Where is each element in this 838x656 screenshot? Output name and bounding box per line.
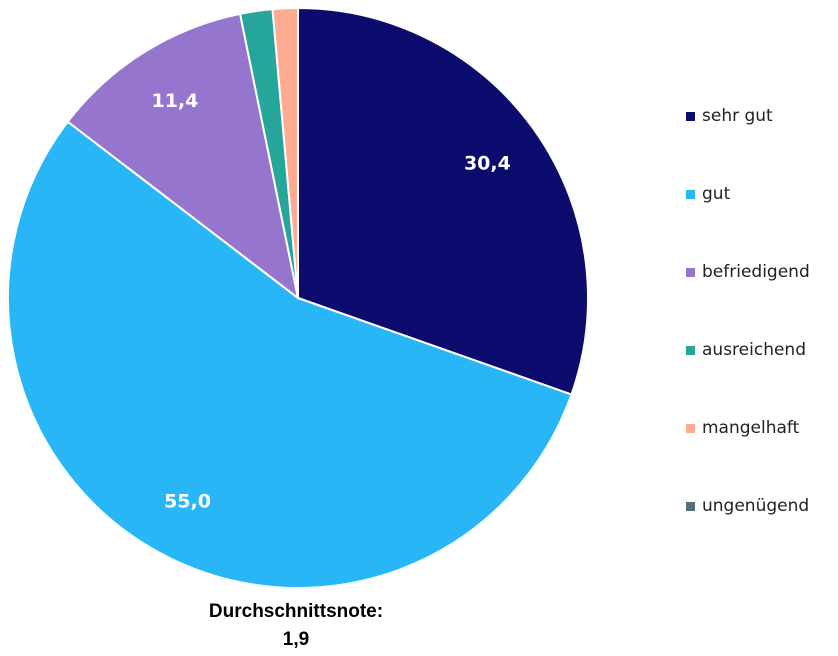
legend-label: gut [702, 184, 731, 204]
data-label: 11,4 [151, 90, 198, 112]
pie-slice [297, 6, 589, 396]
data-label: 30,4 [464, 153, 511, 175]
legend-swatch [686, 268, 695, 277]
legend-swatch [686, 112, 695, 121]
legend-swatch [686, 190, 695, 199]
pie-slice [66, 12, 300, 301]
legend-label: befriedigend [702, 262, 810, 282]
legend-label: mangelhaft [702, 418, 800, 438]
legend-swatch [686, 346, 695, 355]
annotation: 1,9 [283, 629, 309, 650]
legend-label: sehr gut [702, 106, 773, 126]
legend-label: ausreichend [702, 340, 806, 360]
pie-slice [7, 120, 573, 589]
data-label: 55,0 [164, 491, 211, 513]
legend-swatch [686, 502, 695, 511]
legend-label: ungenügend [702, 496, 809, 516]
annotation: Durchschnittsnote: [209, 601, 383, 622]
legend-swatch [686, 424, 695, 433]
